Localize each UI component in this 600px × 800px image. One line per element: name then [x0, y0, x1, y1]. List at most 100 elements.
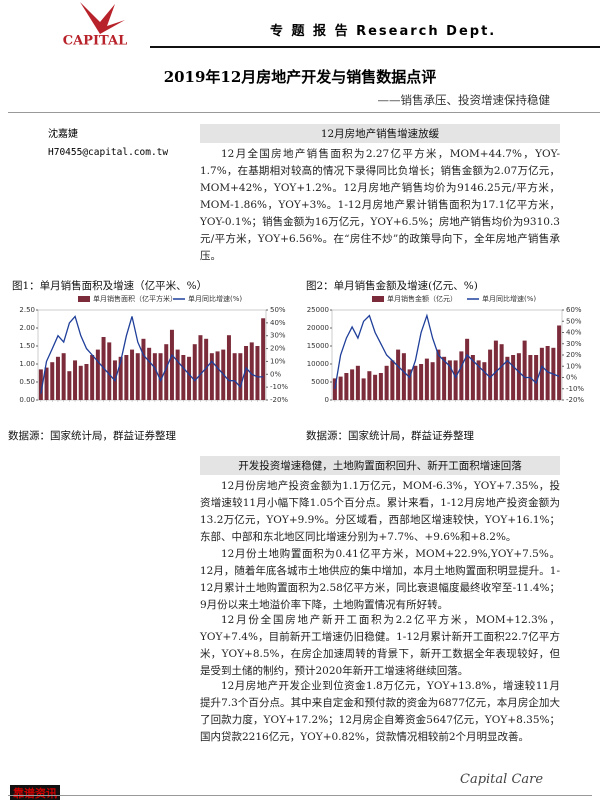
y-tick-label: 0.50 — [19, 378, 35, 386]
bar — [361, 378, 366, 400]
email: H70455@capital.com.tw — [48, 147, 169, 158]
bar — [511, 355, 516, 400]
y2-tick-label: 20% — [566, 351, 582, 359]
bar — [476, 360, 481, 400]
bar — [90, 355, 95, 400]
bar — [384, 365, 389, 400]
y-tick-label: 2.00 — [19, 324, 35, 332]
bar — [164, 344, 169, 400]
y2-tick-label: 50% — [270, 306, 286, 314]
bar — [545, 346, 550, 400]
bar — [209, 353, 214, 400]
bar — [419, 364, 424, 400]
y2-tick-label: -10% — [270, 383, 288, 391]
bar — [350, 369, 355, 400]
bar — [78, 365, 83, 400]
section-heading: 12月房地产销售增速放缓 — [200, 124, 560, 143]
bar — [459, 351, 464, 400]
y2-tick-label: -20% — [270, 396, 288, 404]
bar — [493, 340, 498, 400]
y2-tick-label: 30% — [566, 340, 582, 348]
bar — [344, 373, 349, 400]
dept: 专 题 报 告 Research Dept. — [270, 24, 497, 39]
legend-swatch — [78, 296, 90, 302]
y-tick-label: 0.00 — [19, 396, 35, 404]
source: 数据源：国家统计局，群益证券整理 — [306, 430, 474, 442]
section-heading: 开发投资增速稳健，土地购置面积回升、新开工面积增速回落 — [200, 456, 560, 475]
y2-tick-label: 0% — [566, 374, 577, 382]
bar — [534, 355, 539, 400]
bar — [118, 356, 123, 400]
y2-tick-label: 40% — [270, 319, 286, 327]
paragraph: 12月全国房地产销售面积为2.27亿平方米，MOM+44.7%，YOY-1.7%… — [200, 148, 560, 262]
bar — [390, 360, 395, 400]
y-tick-label: 1.00 — [19, 360, 35, 368]
y2-tick-label: 40% — [566, 329, 582, 337]
bar — [55, 356, 60, 400]
bar — [367, 371, 372, 400]
legend-label: 单月同比增速(%) — [482, 294, 536, 303]
bar — [124, 355, 129, 400]
bar — [181, 355, 186, 400]
bar — [238, 353, 243, 400]
bar — [84, 364, 89, 400]
bar — [488, 349, 493, 400]
author: 沈嘉婕 — [48, 129, 78, 140]
logo: CAPITAL — [63, 2, 127, 49]
bar — [413, 365, 418, 400]
bar — [175, 349, 180, 400]
line — [40, 315, 264, 394]
bar — [249, 342, 254, 400]
bar — [522, 340, 527, 400]
bar — [332, 378, 337, 400]
plot-frame — [331, 309, 563, 401]
rule — [8, 795, 592, 796]
bar — [73, 360, 78, 400]
paragraph: 12月房地产开发企业到位资金1.8万亿元，YOY+13.8%，增速较11月提升7… — [200, 680, 560, 743]
chart: 0.00 0.50 1.00 1.50 2.00 2.50 -20% -10% 0% 10% 20%… — [19, 294, 288, 404]
bar — [436, 349, 441, 400]
logo-text: CAPITAL — [63, 34, 127, 49]
y2-tick-label: 10% — [566, 362, 582, 370]
y-tick-label: 2.50 — [19, 306, 35, 314]
y-tick-label: 1.50 — [19, 342, 35, 350]
bar — [147, 347, 152, 400]
bar — [130, 349, 135, 400]
y2-tick-label: 20% — [270, 345, 286, 353]
bar — [557, 325, 562, 400]
bar — [373, 374, 378, 400]
bar — [187, 356, 192, 400]
y-tick-label: 20000 — [307, 324, 329, 332]
bar — [152, 353, 157, 400]
y-tick-label: 25000 — [307, 306, 329, 314]
bar — [442, 356, 447, 400]
bar — [453, 360, 458, 400]
bar — [95, 349, 100, 400]
legend-label: 单月销售面积（亿平方米） — [93, 294, 177, 303]
bar — [396, 349, 401, 400]
bar — [215, 351, 220, 400]
rule — [150, 46, 600, 48]
plot-frame — [37, 309, 267, 401]
bar — [255, 346, 260, 400]
source: 数据源：国家统计局，群益证券整理 — [8, 430, 176, 442]
y2-tick-label: -20% — [566, 396, 584, 404]
bar — [261, 318, 266, 400]
bar — [61, 353, 66, 400]
bar — [539, 347, 544, 400]
y2-tick-label: 10% — [270, 357, 286, 365]
y2-tick-label: -10% — [566, 385, 584, 393]
bar — [232, 353, 237, 400]
bar — [355, 365, 360, 400]
legend-label: 单月同比增速(%) — [188, 294, 242, 303]
line — [334, 313, 560, 389]
subtitle: ——销售承压、投资增速保持稳健 — [377, 93, 551, 107]
y2-tick-label: 30% — [270, 332, 286, 340]
bar — [169, 329, 174, 400]
bar — [38, 369, 43, 400]
figure-caption: 图1：单月销售面积及增速（亿平米、%） — [12, 280, 208, 292]
chart: 0 5000 10000 15000 20000 25000 -20% -10% 0% 10% 20… — [307, 294, 585, 404]
bar — [407, 369, 412, 400]
bar — [67, 371, 72, 400]
